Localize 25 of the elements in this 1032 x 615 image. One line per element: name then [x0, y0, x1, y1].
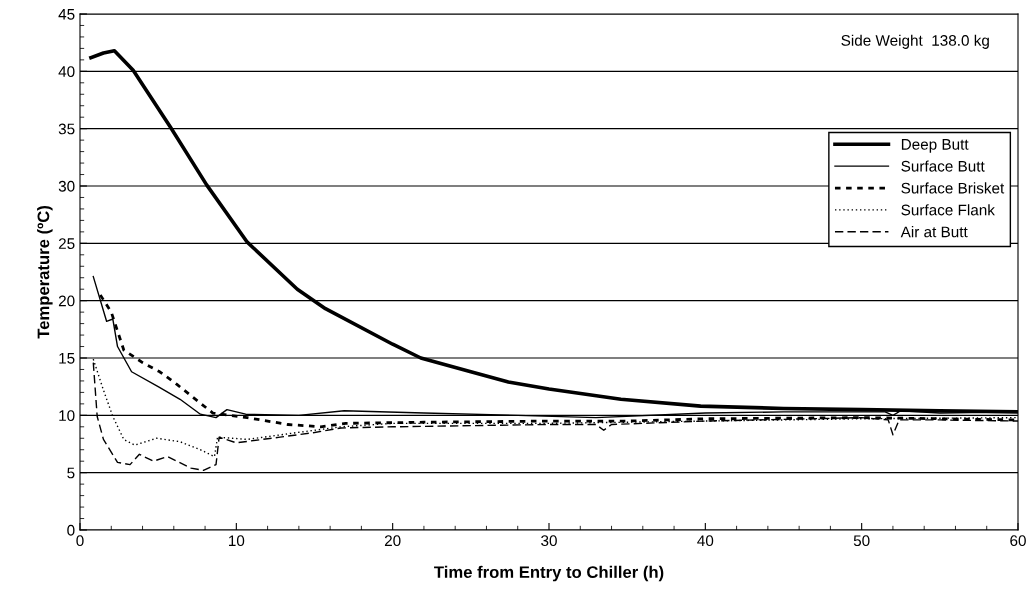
legend-label: Surface Butt — [901, 160, 985, 172]
x-axis-title: Time from Entry to Chiller (h) — [434, 565, 664, 582]
legend-label: Air at Butt — [900, 226, 968, 238]
x-tick-label: 20 — [384, 535, 401, 547]
y-tick-label: 45 — [58, 9, 75, 20]
y-tick-label: 30 — [58, 180, 75, 192]
legend-label: Deep Butt — [901, 139, 969, 153]
y-tick-label: 15 — [59, 353, 75, 364]
x-tick-label: 0 — [76, 535, 84, 547]
y-tick-label: 40 — [58, 66, 75, 78]
legend-label: Surface Brisket — [901, 182, 1005, 194]
annotation: Side Weight 138.0 kg — [841, 34, 989, 49]
x-tick-label: 50 — [853, 535, 870, 547]
y-tick-label: 0 — [67, 524, 75, 536]
y-tick-label: 25 — [58, 238, 75, 250]
y-tick-label: 10 — [59, 410, 75, 422]
x-tick-label: 10 — [229, 535, 245, 547]
y-tick-label: 20 — [58, 295, 75, 307]
x-tick-label: 60 — [1010, 535, 1026, 547]
y-axis-title: Temperature (ºC) — [37, 206, 53, 339]
y-tick-label: 5 — [67, 467, 75, 479]
x-tick-label: 30 — [541, 535, 557, 547]
x-tick-label: 40 — [697, 535, 714, 547]
legend-label: Surface Flank — [901, 204, 995, 216]
y-tick-label: 35 — [58, 123, 75, 135]
